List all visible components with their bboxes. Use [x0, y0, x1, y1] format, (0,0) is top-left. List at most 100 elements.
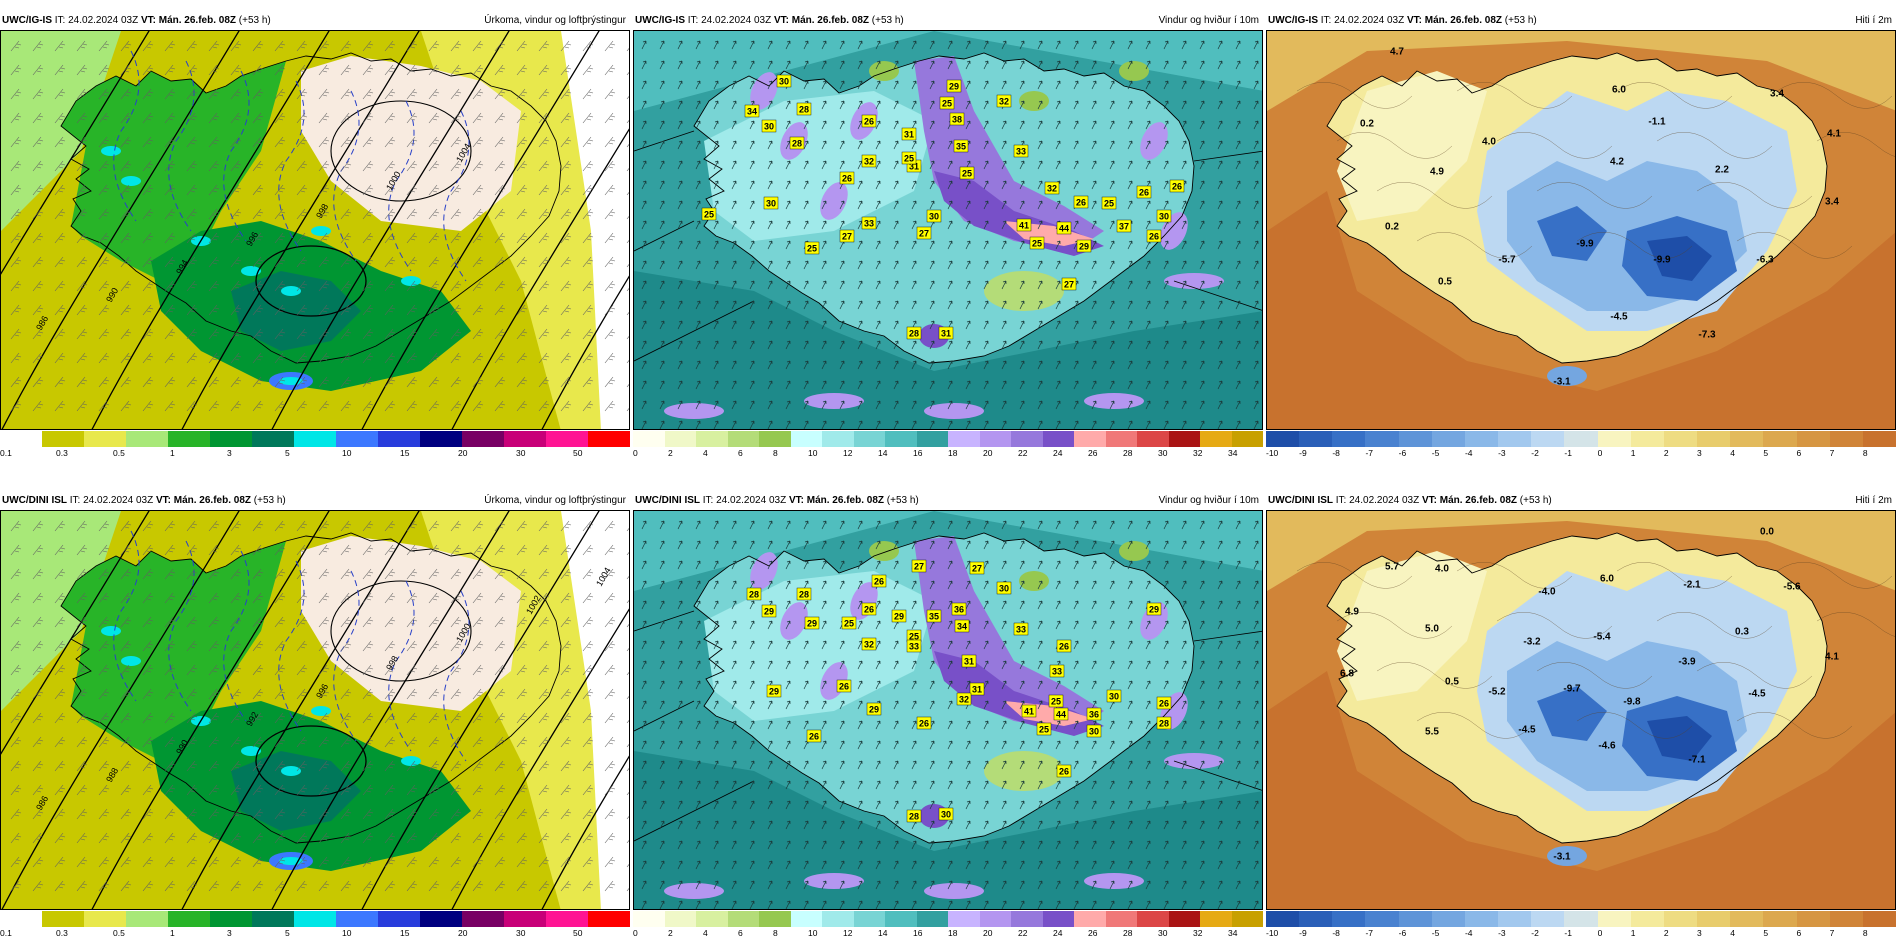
gust-label: 32 [861, 637, 877, 651]
svg-text:6.8: 6.8 [1340, 669, 1354, 680]
init-time-value: 24.02.2024 03Z [68, 15, 139, 26]
svg-text:-9.9: -9.9 [1576, 239, 1594, 250]
svg-text:-5.2: -5.2 [1488, 687, 1506, 698]
map-area[interactable]: 27 27 26 28 30 28 29 26 36 29 29 25 29 35 34 33 25 32 33 26… [633, 510, 1263, 910]
svg-text:29: 29 [1079, 242, 1089, 252]
map-area[interactable]: 986 988 990 992 996 998 1000 1002 1004 [0, 510, 630, 910]
colorbar-swatch [664, 431, 696, 447]
colorbar-swatch [759, 431, 791, 447]
colorbar-ticks: 0.1 0.3 0.5 1 3 5 10 15 20 30 50 [0, 448, 630, 462]
colorbar-tick-label: 6 [738, 928, 743, 938]
colorbar-swatch [790, 431, 822, 447]
colorbar-tick-label: -4 [1464, 928, 1473, 938]
gust-label: 28 [796, 102, 812, 116]
temperature-label: -4.6 [1598, 741, 1616, 752]
gust-label: 28 [796, 587, 812, 601]
svg-text:4.9: 4.9 [1345, 607, 1359, 618]
valid-time-value: Mán. 26.feb. 08Z [791, 15, 869, 26]
gust-label: 27 [916, 226, 932, 240]
colorbar-tick-label: 3 [227, 928, 232, 938]
svg-text:25: 25 [962, 169, 972, 179]
gust-label: 25 [939, 96, 955, 110]
colorbar-tick-label: 3 [1697, 448, 1702, 458]
valid-time-value: Mán. 26.feb. 08Z [1439, 495, 1517, 506]
colorbar-swatch [1431, 911, 1465, 927]
gust-label: 36 [1086, 707, 1102, 721]
svg-text:33: 33 [1016, 147, 1026, 157]
gust-label: 30 [776, 74, 792, 88]
init-time-label: IT: [1320, 15, 1332, 26]
svg-text:0.5: 0.5 [1438, 277, 1452, 288]
colorbar-tick-label: 0.1 [0, 928, 12, 938]
colorbar-tick-label: -9 [1299, 448, 1307, 458]
gust-label: 27 [1061, 277, 1077, 291]
temperature-label: 4.9 [1345, 607, 1359, 618]
colorbar-swatch [1597, 911, 1631, 927]
colorbar-tick-label: -9 [1299, 928, 1307, 938]
svg-text:4.0: 4.0 [1435, 564, 1449, 575]
gust-label: 25 [841, 616, 857, 630]
temperature-label: 2.2 [1715, 165, 1729, 176]
temperature-label: 6.0 [1600, 574, 1614, 585]
svg-text:4.0: 4.0 [1482, 137, 1496, 148]
colorbar-ticks: -10 -9 -8 -7 -6 -5 -4 -3 -2 -1 0 1 2 3 4 5 6 7 8 [1266, 448, 1896, 462]
gust-label: 33 [906, 639, 922, 653]
temperature-label: 6.8 [1340, 669, 1354, 680]
map-area[interactable]: 4.7 6.0 3.4 0.2 -1.1 4.1 4.0 4.2 4.9 2.2 3.4 0.2 -9.… [1266, 30, 1896, 430]
colorbar-swatch [1231, 911, 1263, 927]
colorbar-tick-label: 4 [1730, 448, 1735, 458]
svg-text:25: 25 [904, 154, 914, 164]
lead-time: (+53 h) [871, 15, 904, 26]
svg-text:28: 28 [799, 590, 809, 600]
svg-text:-3.1: -3.1 [1553, 852, 1571, 863]
colorbar-swatch [727, 911, 759, 927]
svg-text:-6.3: -6.3 [1756, 255, 1774, 266]
colorbar-tick-label: 18 [948, 928, 958, 938]
svg-text:-9.8: -9.8 [1623, 697, 1641, 708]
model-name: UWC/DINI ISL [2, 495, 67, 506]
colorbar-tick-label: 2 [668, 448, 673, 458]
colorbar-swatch [696, 911, 728, 927]
gust-label: 28 [906, 809, 922, 823]
temperature-label: -4.0 [1538, 587, 1556, 598]
svg-text:27: 27 [842, 232, 852, 242]
colorbar-swatch [1266, 431, 1300, 447]
svg-text:30: 30 [929, 212, 939, 222]
gust-label: 26 [1169, 179, 1185, 193]
colorbar-tick-label: 0.5 [113, 448, 125, 458]
gust-label: 26 [1156, 696, 1172, 710]
valid-time-value: Mán. 26.feb. 08Z [806, 495, 884, 506]
colorbar-swatch [546, 431, 588, 447]
svg-text:33: 33 [1052, 667, 1062, 677]
colorbar-swatch [664, 911, 696, 927]
map-area[interactable]: 30 34 28 30 29 32 25 38 26 28 31 35 33 32 31 25 25 26 32 26… [633, 30, 1263, 430]
svg-text:-3.9: -3.9 [1678, 657, 1696, 668]
colorbar-swatch [1464, 431, 1499, 447]
colorbar-tick-label: 0.3 [56, 448, 68, 458]
gust-label: 27 [911, 559, 927, 573]
colorbar-swatch [420, 911, 462, 927]
gust-label: 33 [1013, 144, 1029, 158]
svg-text:28: 28 [792, 139, 802, 149]
svg-text:29: 29 [949, 82, 959, 92]
colorbar-ticks: 0.1 0.3 0.5 1 3 5 10 15 20 30 50 [0, 928, 630, 942]
gust-label: 25 [959, 166, 975, 180]
field-title: Úrkoma, vindur og loftþrýstingur [484, 15, 626, 26]
colorbar-swatch [948, 431, 980, 447]
colorbar-tick-label: 50 [573, 448, 583, 458]
gust-label: 30 [1086, 724, 1102, 738]
colorbar-swatch [633, 911, 665, 927]
colorbar-ticks: -10 -9 -8 -7 -6 -5 -4 -3 -2 -1 0 1 2 3 4 5 6 7 8 [1266, 928, 1896, 942]
colorbar-swatch [1299, 431, 1333, 447]
colorbar-tick-label: 5 [285, 448, 290, 458]
gust-label: 29 [766, 684, 782, 698]
colorbar-tick-label: -6 [1398, 448, 1407, 458]
colorbar-tick-label: 0.1 [0, 448, 12, 458]
colorbar-tick-label: 30 [1158, 928, 1168, 938]
colorbar-tick-label: -3 [1498, 928, 1506, 938]
colorbar-swatch [1137, 911, 1169, 927]
colorbar-tick-label: 7 [1829, 448, 1835, 458]
map-area[interactable]: 986 990 994 996 998 1000 1004 [0, 30, 630, 430]
temperature-label: -3.1 [1553, 377, 1571, 388]
map-area[interactable]: 0.0 5.7 4.0 6.0 -2.1 -5.6 -4.0 4.9 -5.4 5.0 0.3 -3.… [1266, 510, 1896, 910]
